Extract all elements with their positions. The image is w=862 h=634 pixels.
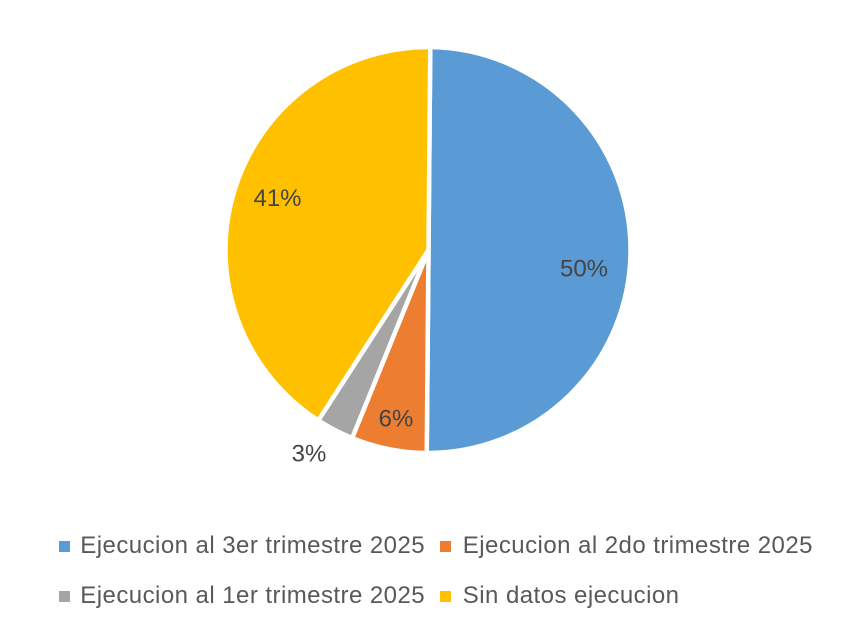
svg-text:3%: 3% bbox=[292, 441, 327, 468]
svg-text:6%: 6% bbox=[379, 406, 414, 433]
svg-text:41%: 41% bbox=[253, 185, 301, 212]
svg-text:50%: 50% bbox=[560, 256, 608, 283]
